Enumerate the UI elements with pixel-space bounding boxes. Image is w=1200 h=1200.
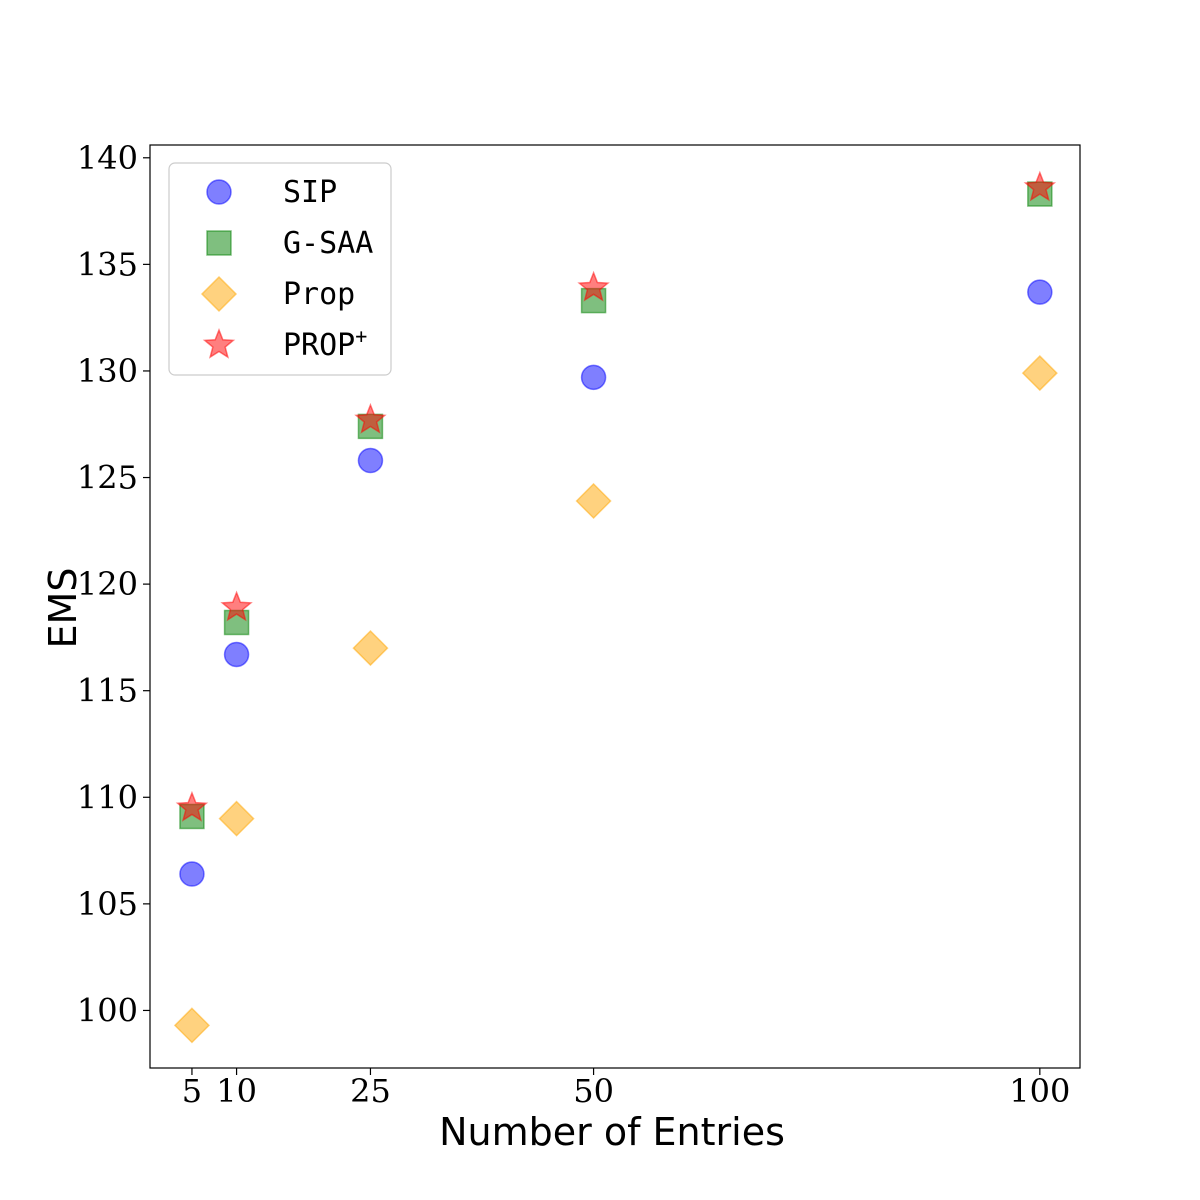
data-point-prop bbox=[1023, 170, 1057, 202]
x-tick-label: 10 bbox=[216, 1072, 257, 1110]
y-tick-label: 135 bbox=[77, 245, 138, 283]
y-tick-label: 115 bbox=[77, 672, 138, 710]
y-tick-label: 130 bbox=[77, 352, 138, 390]
data-point-prop bbox=[175, 790, 209, 822]
legend-marker-prop bbox=[200, 275, 238, 313]
legend: SIP G-SAA Prop PROP+ bbox=[168, 162, 392, 376]
data-point-sip bbox=[179, 861, 205, 887]
data-point-prop bbox=[173, 1007, 211, 1044]
legend-marker-sip bbox=[206, 179, 232, 205]
legend-marker-g-saa bbox=[206, 230, 232, 256]
x-axis-ticks: 5 10 25 50 100 bbox=[182, 1068, 1070, 1110]
legend-marker-prop bbox=[202, 327, 236, 359]
data-points bbox=[173, 170, 1058, 1044]
x-axis-title: Number of Entries bbox=[439, 1110, 785, 1154]
y-tick-label: 105 bbox=[77, 885, 138, 923]
legend-box bbox=[168, 162, 392, 376]
x-tick-label: 5 bbox=[182, 1072, 202, 1110]
y-tick-label: 120 bbox=[77, 565, 138, 603]
x-tick-label: 25 bbox=[350, 1072, 391, 1110]
data-point-sip bbox=[357, 447, 384, 474]
y-tick-label: 100 bbox=[77, 991, 138, 1029]
x-tick-label: 50 bbox=[573, 1072, 614, 1110]
y-axis-ticks: 100 105 110 115 120 125 130 135 140 bbox=[77, 139, 150, 1029]
x-tick-label: 100 bbox=[1009, 1072, 1070, 1110]
y-axis-title: EMS bbox=[41, 568, 85, 649]
y-tick-label: 140 bbox=[77, 139, 138, 177]
legend-label: G-SAA bbox=[283, 226, 373, 261]
legend-label: SIP bbox=[283, 175, 337, 210]
data-point-prop bbox=[577, 270, 610, 302]
data-point-prop bbox=[218, 800, 255, 837]
data-point-sip bbox=[223, 641, 250, 668]
legend-label: PROP+ bbox=[283, 324, 367, 363]
data-point-sip bbox=[580, 364, 607, 391]
data-point-prop bbox=[220, 590, 253, 622]
data-point-prop bbox=[352, 630, 389, 667]
data-point-sip bbox=[1027, 279, 1053, 305]
y-tick-label: 110 bbox=[77, 778, 138, 816]
y-tick-label: 125 bbox=[77, 459, 138, 497]
legend-label: Prop bbox=[283, 277, 355, 312]
data-point-prop bbox=[354, 402, 387, 434]
data-point-prop bbox=[1021, 355, 1058, 392]
data-point-prop bbox=[575, 482, 612, 520]
